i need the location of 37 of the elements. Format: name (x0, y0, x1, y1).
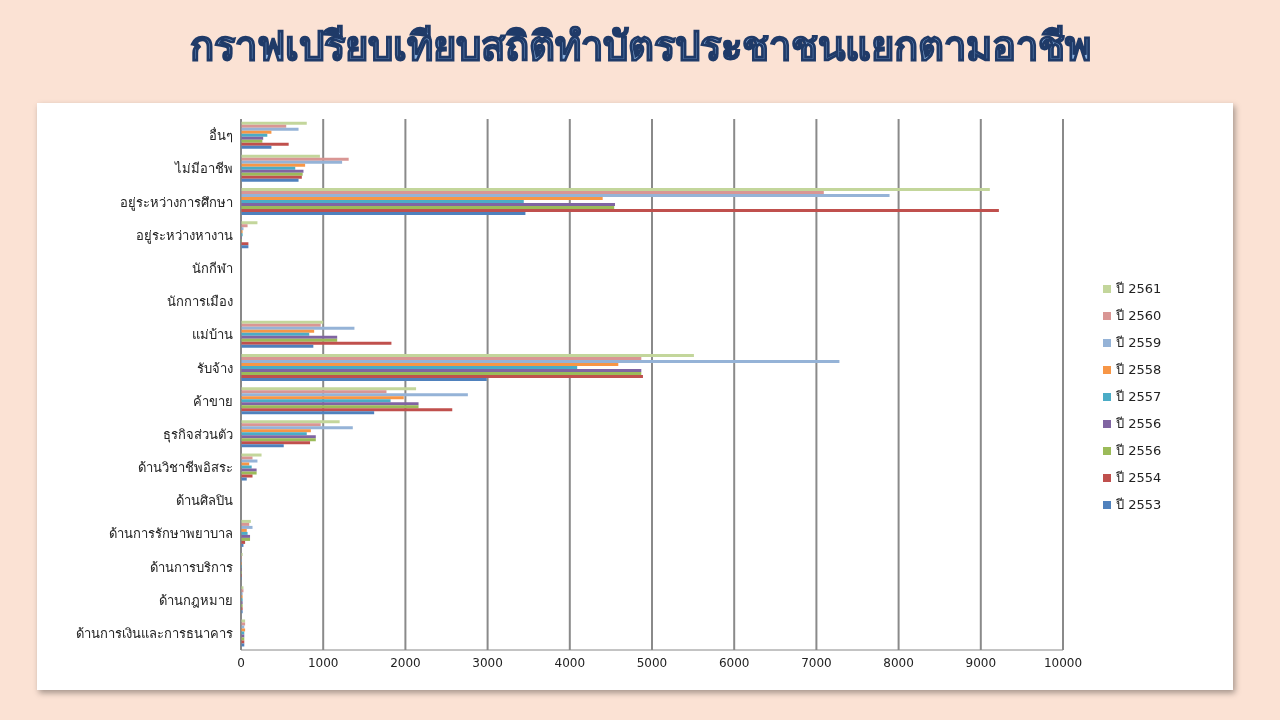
x-tick-label: 2000 (390, 655, 421, 670)
y-tick-label: รับจ้าง (197, 360, 233, 376)
y-tick-label: ด้านการเงินและการธนาคาร (76, 626, 233, 642)
y-tick-label: ด้านการรักษาพยาบาล (109, 526, 233, 542)
x-tick-label: 9000 (965, 655, 997, 670)
x-tick-label: 7000 (801, 655, 832, 670)
legend-label: ปี 2553 (1116, 496, 1162, 514)
legend-label: ปี 2560 (1116, 307, 1162, 325)
y-tick-label: อื่นๆ (209, 127, 233, 144)
legend-label: ปี 2556 (1116, 415, 1162, 433)
y-tick-label: ด้านวิชาชีพอิสระ (138, 460, 233, 476)
y-tick-label: นักการเมือง (167, 294, 233, 310)
legend-label: ปี 2556 (1116, 442, 1162, 460)
legend-label: ปี 2554 (1116, 469, 1162, 487)
y-tick-label: นักกีฬา (192, 260, 233, 276)
y-tick-label: แม่บ้าน (192, 327, 233, 343)
x-tick-label: 8000 (883, 655, 914, 670)
y-tick-label: ด้านศิลปิน (176, 493, 233, 509)
y-tick-label: ไม่มีอาชีพ (174, 161, 233, 177)
y-tick-label: อยู่ระหว่างการศึกษา (120, 194, 233, 211)
x-tick-label: 5000 (636, 655, 668, 670)
y-tick-label: ด้านการบริการ (150, 559, 233, 575)
chart-title: กราฟเปรียบเทียบสถิติทำบัตรประชาชนแยกตามอาชีพ (188, 22, 1092, 71)
x-tick-label: 6000 (718, 655, 750, 670)
x-tick-label: 1000 (307, 655, 339, 670)
x-tick-label: 4000 (554, 655, 586, 670)
legend-label: ปี 2557 (1116, 388, 1162, 406)
y-tick-label: อยู่ระหว่างหางาน (136, 227, 233, 244)
legend-label: ปี 2559 (1116, 334, 1162, 352)
legend-label: ปี 2558 (1116, 361, 1162, 379)
y-tick-label: ด้านกฎหมาย (159, 592, 233, 608)
x-tick-label: 3000 (472, 655, 503, 670)
y-tick-label: ธุรกิจส่วนตัว (163, 426, 233, 443)
legend-label: ปี 2561 (1116, 280, 1162, 298)
x-tick-label: 10000 (1043, 655, 1083, 670)
x-tick-label: 0 (237, 655, 245, 670)
y-tick-label: ค้าขาย (193, 393, 233, 409)
